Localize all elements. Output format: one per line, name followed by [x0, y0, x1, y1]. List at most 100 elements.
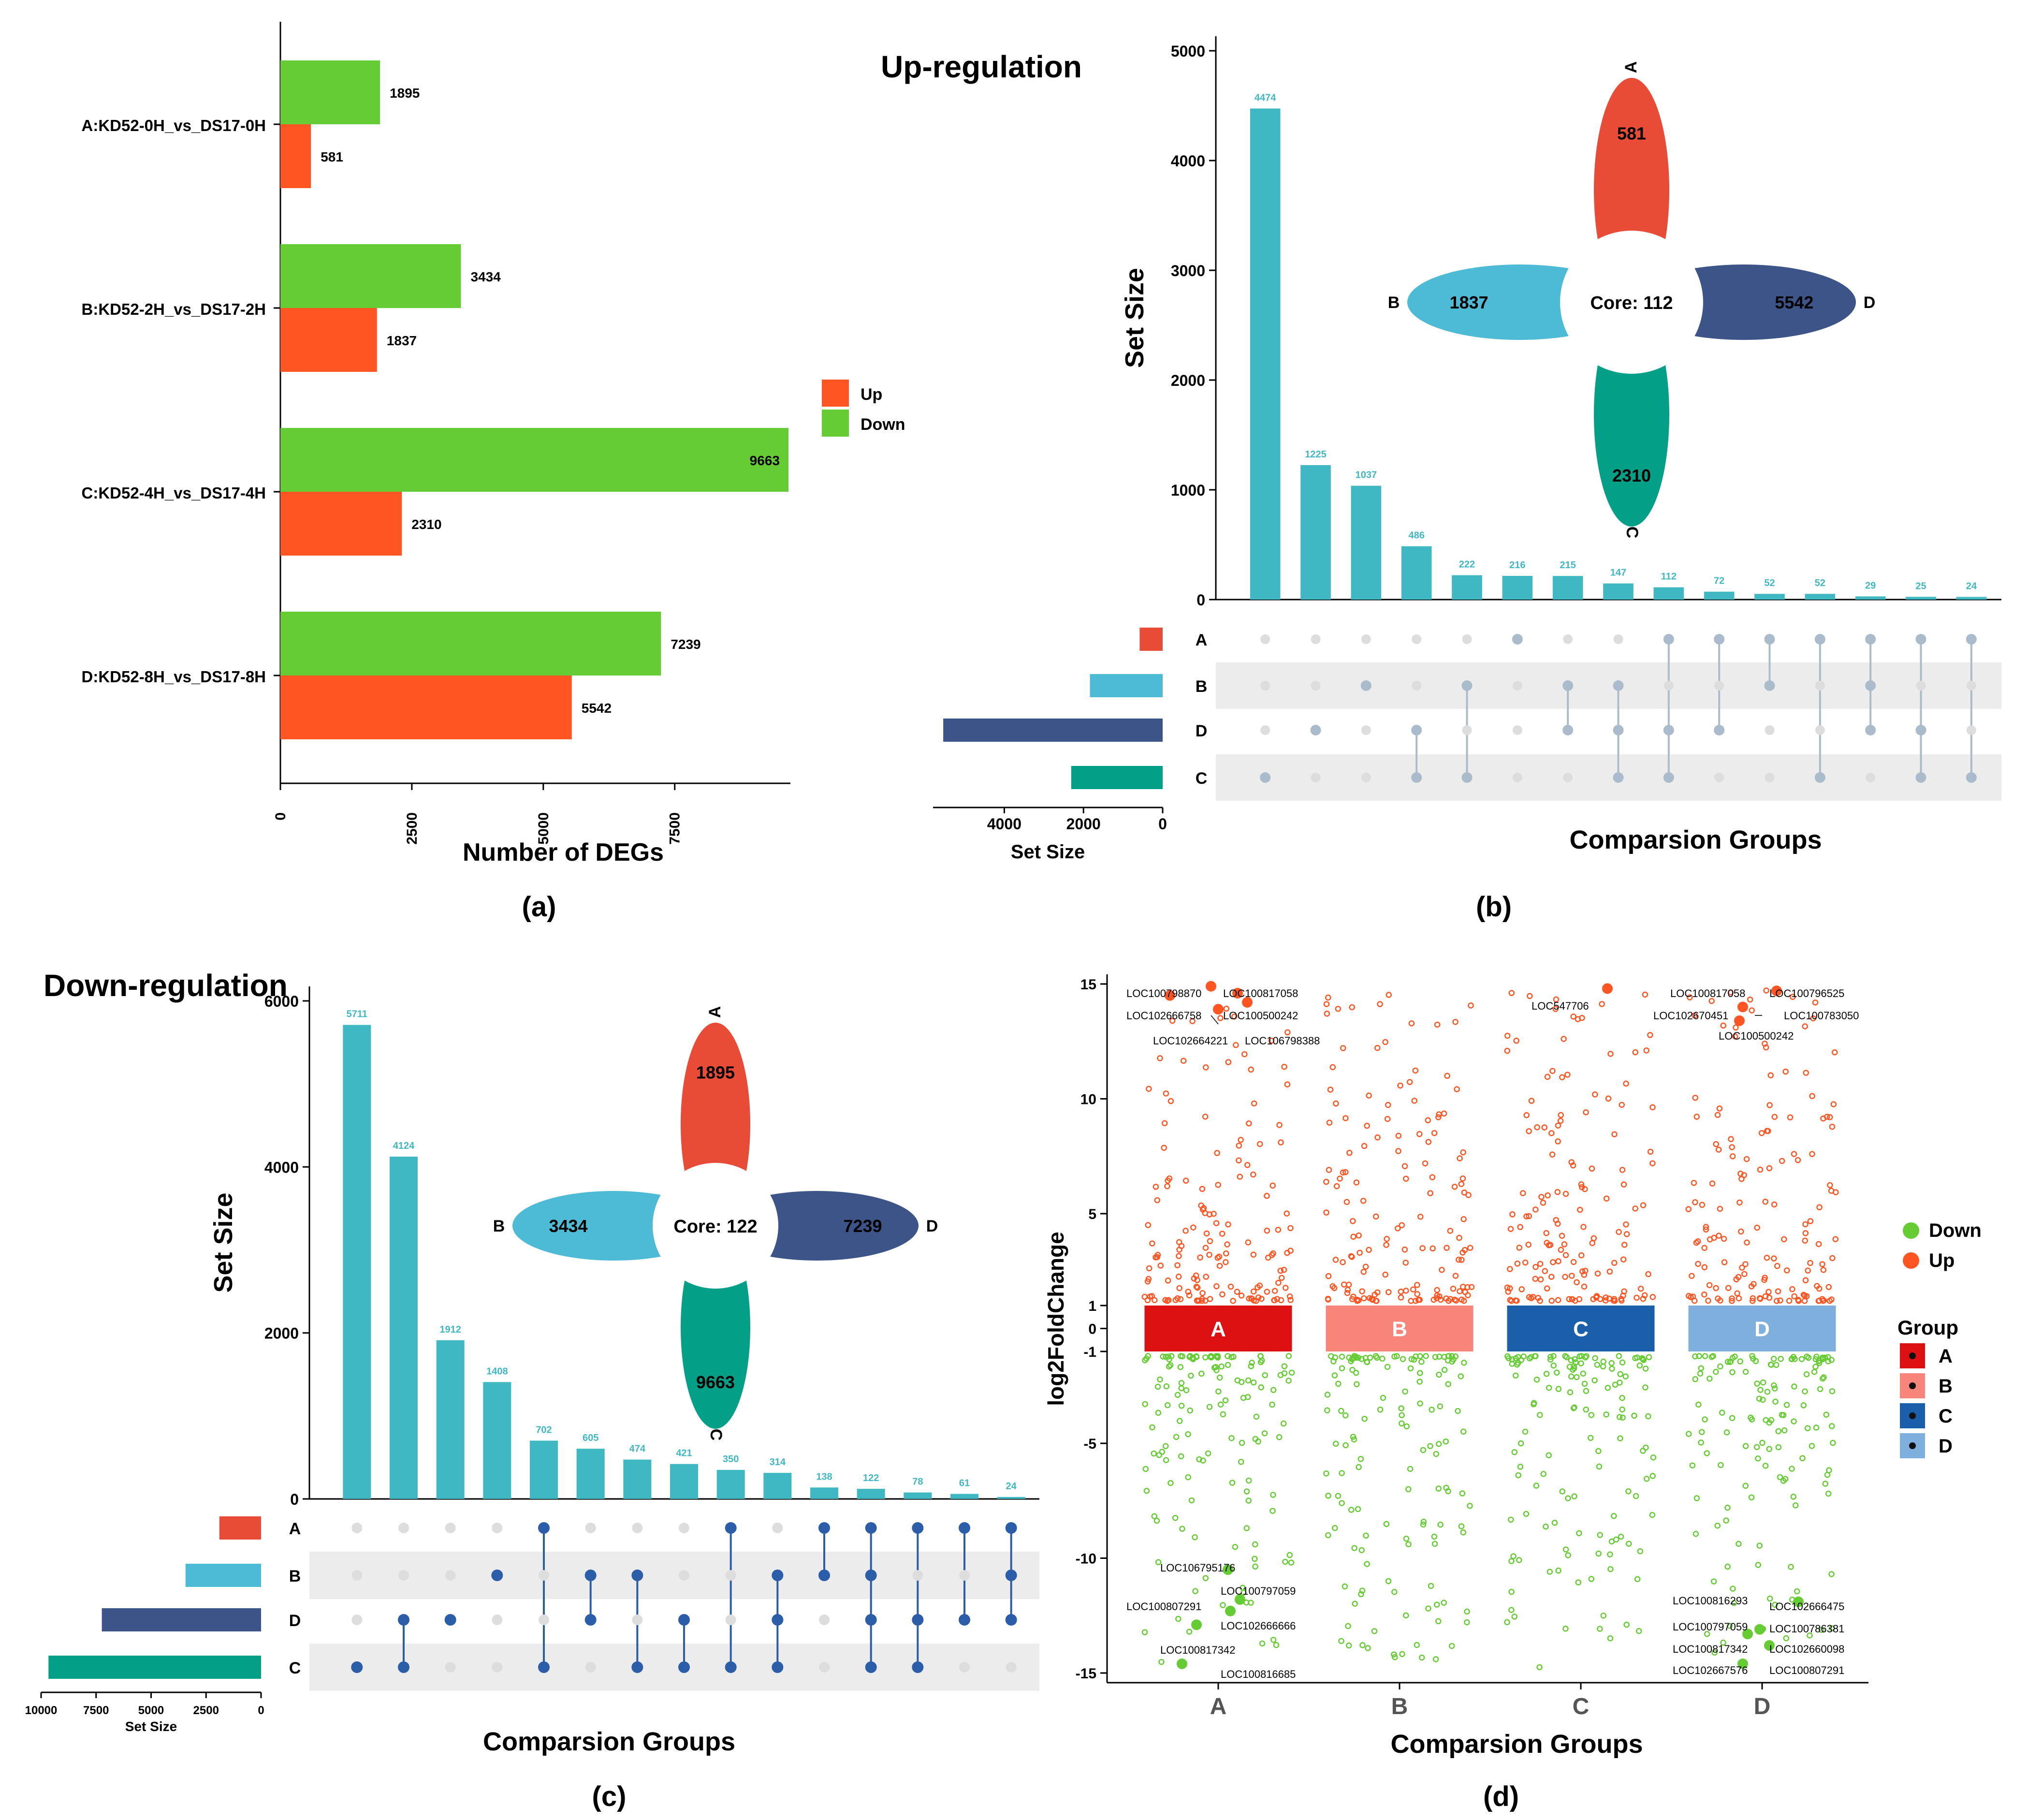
up-point — [1372, 1213, 1379, 1220]
down-point — [1825, 1490, 1832, 1497]
down-point — [1522, 1428, 1529, 1435]
up-point — [1632, 1049, 1638, 1056]
gene-label: LOC100797059 — [1673, 1621, 1748, 1633]
y-tick-label: 0 — [1088, 1321, 1096, 1337]
up-point — [1621, 1288, 1627, 1295]
up-point — [1786, 1297, 1793, 1304]
down-point — [1775, 1428, 1781, 1435]
up-point — [1402, 1260, 1409, 1266]
petal-value: 1895 — [696, 1063, 735, 1083]
matrix-dot-active — [1260, 772, 1271, 783]
down-point — [1403, 1535, 1410, 1542]
up-point — [1689, 1273, 1695, 1279]
down-point — [1173, 1434, 1180, 1440]
up-point — [1693, 1114, 1700, 1120]
down-point — [1142, 1466, 1149, 1472]
matrix-dot-active — [1814, 772, 1825, 783]
down-point — [1384, 1364, 1391, 1370]
matrix-dot — [959, 1570, 970, 1581]
matrix-dot-active — [1360, 680, 1371, 691]
down-point — [1729, 1415, 1736, 1421]
down-point — [1567, 1389, 1574, 1395]
highlight-up-point — [1206, 981, 1216, 992]
up-point — [1323, 1209, 1329, 1216]
x-tick-label: B — [1391, 1694, 1408, 1719]
down-point — [1805, 1354, 1812, 1361]
up-point — [1346, 1149, 1353, 1156]
matrix-dot-active — [865, 1661, 877, 1673]
down-point — [1636, 1362, 1643, 1369]
down-point — [1157, 1376, 1163, 1383]
up-point — [1185, 1289, 1192, 1295]
down-point — [1756, 1542, 1763, 1549]
panel-caption: (c) — [592, 1781, 627, 1812]
intersection-value-label: 5711 — [347, 1009, 367, 1020]
gene-label: LOC547706 — [1532, 1000, 1589, 1012]
up-point — [1766, 1294, 1773, 1301]
up-point — [1729, 1153, 1736, 1160]
set-label: D — [1196, 722, 1208, 740]
intersection-bar — [670, 1464, 698, 1499]
down-point — [1724, 1504, 1731, 1511]
down-point — [1546, 1384, 1552, 1391]
up-point — [1161, 1120, 1168, 1127]
down-point — [1596, 1463, 1603, 1470]
gene-label: LOC102660098 — [1769, 1643, 1844, 1655]
up-point — [1728, 1136, 1734, 1143]
up-point — [1568, 1273, 1575, 1279]
intersection-bar — [1805, 594, 1836, 600]
up-point — [1401, 1247, 1408, 1253]
intersection-bar — [343, 1025, 371, 1499]
matrix-dot — [819, 1615, 830, 1625]
up-point — [1465, 1192, 1472, 1198]
up-point — [1715, 1146, 1722, 1153]
down-point — [1609, 1365, 1615, 1372]
up-point — [1197, 1254, 1203, 1261]
down-point — [1704, 1630, 1710, 1637]
up-point — [1264, 1289, 1270, 1295]
down-point — [1352, 1353, 1358, 1360]
up-point — [1784, 1267, 1790, 1274]
up-point — [1414, 1291, 1420, 1297]
bar-down — [280, 428, 788, 492]
down-point — [1724, 1359, 1731, 1365]
intersection-bar — [950, 1494, 978, 1499]
down-point — [1200, 1457, 1206, 1464]
up-point — [1527, 993, 1533, 999]
up-point — [1399, 1222, 1405, 1229]
up-point — [1284, 1210, 1290, 1217]
up-point — [1141, 1293, 1148, 1300]
up-point — [1224, 1241, 1230, 1248]
down-point — [1455, 1408, 1461, 1414]
down-point — [1417, 1370, 1423, 1376]
highlight-down-point — [1177, 1659, 1187, 1669]
down-point — [1698, 1439, 1704, 1446]
set-size-bar — [943, 719, 1163, 742]
down-point — [1816, 1360, 1823, 1366]
down-point — [1232, 1544, 1239, 1550]
down-point — [1288, 1369, 1295, 1376]
down-point — [1597, 1532, 1603, 1538]
up-point — [1275, 1279, 1282, 1286]
up-point — [1234, 1289, 1240, 1295]
up-point — [1145, 1222, 1152, 1228]
intersection-bar — [1704, 591, 1735, 600]
down-point — [1782, 1476, 1789, 1482]
intersection-bar — [436, 1340, 465, 1499]
up-point — [1526, 1128, 1532, 1134]
down-point — [1394, 1353, 1400, 1359]
set-label: D — [289, 1612, 301, 1630]
up-point — [1729, 1295, 1735, 1302]
up-point — [1430, 1245, 1436, 1252]
matrix-dot — [1966, 725, 1976, 735]
up-point — [1532, 1264, 1539, 1270]
up-point — [1456, 1234, 1462, 1241]
up-point — [1558, 1112, 1564, 1118]
down-point — [1555, 1386, 1562, 1392]
group-box-label: A — [1211, 1318, 1226, 1341]
matrix-dot-active — [725, 1522, 737, 1534]
up-point — [1583, 1109, 1589, 1115]
down-point — [1217, 1401, 1224, 1408]
up-point — [1779, 1158, 1785, 1164]
down-point — [1245, 1377, 1252, 1384]
